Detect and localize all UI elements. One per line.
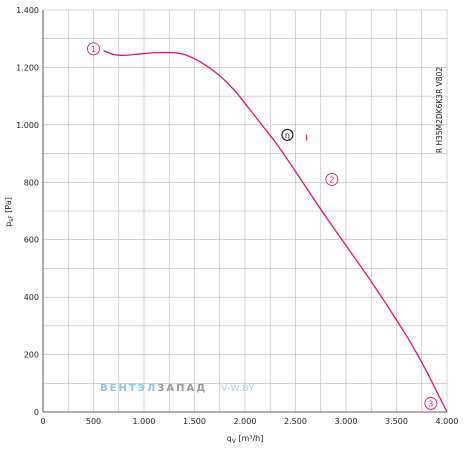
model-label: R H35M2DK6K3R V802 <box>435 67 444 153</box>
grid <box>42 9 448 413</box>
axes <box>42 10 447 413</box>
y-tick-label: 1.400 <box>16 6 39 15</box>
curve-marker-3: 3 <box>424 396 438 410</box>
operating-point-label: η <box>285 131 290 140</box>
x-tick-label: 1.000 <box>133 417 156 426</box>
y-tick-label: 200 <box>24 351 39 360</box>
watermark-part3: V-W.BY <box>221 384 254 394</box>
curve-marker-1: 1 <box>87 42 100 56</box>
marker-circle <box>424 396 438 410</box>
y-axis-label: psF [Pa] <box>4 197 15 227</box>
operating-point-circle <box>281 128 294 141</box>
y-axis-label-main: p <box>4 222 13 227</box>
series-curve <box>103 50 448 413</box>
x-tick-labels: 0 500 1.000 1.500 2.000 2.500 3.000 3.500 4.000 <box>40 417 458 426</box>
x-axis-label-sub: V <box>232 438 237 445</box>
markers: 1 2 3 η <box>87 42 438 410</box>
watermark: ВЕНТЭЛЗАПАД V-W.BY <box>100 383 255 394</box>
x-tick-label: 3.000 <box>335 417 358 426</box>
marker-circle <box>325 172 339 186</box>
x-axis-label-unit: [m³/h] <box>236 434 264 443</box>
x-tick-label: 4.000 <box>436 417 459 426</box>
x-tick-label: 0 <box>40 417 45 426</box>
y-tick-label: 1.000 <box>16 121 39 130</box>
marker-label: 3 <box>428 399 433 408</box>
marker-circle <box>87 42 100 56</box>
watermark-part1: ВЕНТЭЛ <box>100 383 157 394</box>
marker-label: 2 <box>329 175 334 184</box>
y-tick-label: 600 <box>24 236 39 245</box>
x-axis-label: qV [m³/h] <box>227 434 264 445</box>
x-tick-label: 1.500 <box>183 417 206 426</box>
x-tick-label: 2.500 <box>284 417 307 426</box>
y-tick-label: 1.200 <box>16 63 39 72</box>
operating-point: η <box>281 128 308 141</box>
y-tick-label: 0 <box>34 408 39 417</box>
x-tick-label: 2.000 <box>234 417 257 426</box>
y-tick-labels: 0 200 400 600 800 1.000 1.200 1.400 <box>16 6 39 417</box>
marker-label: 1 <box>91 45 96 54</box>
y-tick-label: 800 <box>24 178 39 187</box>
y-axis-label-sub: sF <box>8 215 15 222</box>
x-axis-label-main: q <box>227 434 232 443</box>
x-tick-label: 3.500 <box>385 417 408 426</box>
y-tick-label: 400 <box>24 293 39 302</box>
watermark-part2: ЗАПАД <box>157 383 207 394</box>
curves <box>103 50 448 413</box>
y-axis-label-unit: [Pa] <box>4 197 13 215</box>
x-tick-label: 500 <box>86 417 101 426</box>
curve-marker-2: 2 <box>325 172 339 186</box>
